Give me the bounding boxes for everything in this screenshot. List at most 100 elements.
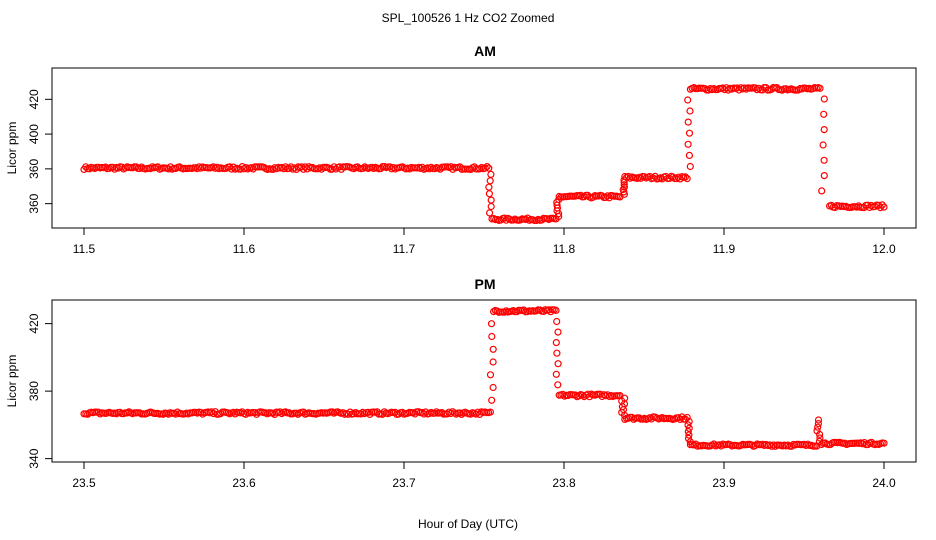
pm-data-point: [489, 383, 497, 392]
pm-data-point: [686, 438, 694, 446]
pm-data-point: [635, 414, 643, 422]
am-data-point: [681, 173, 690, 181]
am-data-point: [497, 216, 505, 224]
pm-data-point: [554, 328, 562, 336]
pm-data-point: [880, 439, 888, 447]
pm-data-points: [80, 306, 888, 450]
am-panel: AM Licor ppm 11.5 11.6 11.7 11.8 11.9 12.0 36…: [5, 43, 917, 256]
pm-data-point: [813, 427, 821, 435]
am-data-point: [684, 140, 692, 148]
pm-data-point: [815, 437, 824, 446]
pm-data-point: [575, 392, 583, 400]
pm-data-point: [229, 408, 237, 416]
pm-y-tick-label: 380: [27, 381, 41, 401]
pm-data-point: [500, 308, 508, 316]
pm-data-point: [620, 411, 629, 419]
pm-x-tick-label: 23.5: [72, 476, 96, 490]
am-data-point: [522, 215, 530, 223]
am-x-axis: 11.5 11.6 11.7 11.8 11.9 12.0: [73, 227, 896, 256]
pm-y-axis: 340 380 420: [27, 313, 53, 469]
am-data-point: [555, 195, 563, 204]
pm-data-point: [683, 413, 691, 422]
pm-x-tick-label: 23.6: [232, 476, 256, 490]
am-data-point: [485, 183, 493, 191]
pm-data-point: [552, 370, 560, 378]
am-data-point: [620, 176, 628, 184]
am-data-point: [684, 96, 692, 104]
am-data-point: [487, 202, 495, 211]
pm-x-tick-label: 24.0: [872, 476, 896, 490]
am-data-point: [620, 183, 629, 191]
pm-data-point: [545, 306, 553, 314]
pm-data-point: [684, 428, 692, 436]
pm-data-point: [685, 417, 693, 426]
am-data-point: [684, 118, 692, 126]
pm-data-point: [685, 424, 693, 432]
pm-panel-title: PM: [475, 276, 496, 292]
pm-data-point: [684, 434, 693, 442]
am-data-point: [685, 129, 694, 137]
am-x-tick-label: 11.5: [73, 242, 96, 256]
pm-data-point: [816, 434, 824, 442]
pm-data-point: [486, 408, 494, 416]
am-data-point: [820, 156, 828, 164]
pm-data-point: [684, 421, 692, 429]
am-data-point: [485, 164, 493, 172]
pm-data-point: [487, 320, 496, 328]
am-data-point: [620, 178, 628, 186]
am-data-point: [486, 177, 494, 185]
pm-data-point: [553, 349, 561, 357]
pm-data-point: [814, 420, 823, 428]
am-data-point: [502, 216, 510, 224]
am-data-point: [686, 162, 694, 171]
am-data-point: [818, 187, 826, 195]
am-x-tick-label: 11.9: [713, 242, 736, 256]
am-data-point: [820, 172, 828, 180]
am-y-tick-label: 360: [27, 193, 41, 213]
am-data-point: [820, 95, 828, 103]
pm-data-point: [554, 360, 562, 368]
am-data-point: [880, 203, 888, 211]
am-y-axis-label: Licor ppm: [5, 122, 19, 175]
am-data-point: [486, 209, 494, 217]
pm-data-point: [860, 439, 869, 447]
pm-y-axis-label: Licor ppm: [5, 355, 19, 408]
am-data-point: [683, 175, 691, 183]
pm-panel: PM Licor ppm 23.5 23.6 23.7 23.8 23.9 24.0 34…: [5, 276, 917, 490]
pm-data-point: [554, 381, 562, 389]
pm-y-tick-label: 340: [27, 448, 41, 468]
am-data-point: [487, 196, 495, 204]
pm-data-point: [685, 431, 693, 439]
am-data-points: [80, 83, 888, 225]
am-y-tick-label: 360: [27, 159, 41, 179]
am-data-point: [603, 192, 612, 200]
pm-data-point: [432, 408, 441, 416]
am-data-point: [820, 110, 828, 118]
am-x-tick-label: 11.8: [553, 242, 576, 256]
pm-data-point: [431, 409, 439, 417]
pm-data-point: [553, 317, 561, 326]
pm-data-point: [488, 396, 496, 404]
am-data-point: [686, 107, 694, 115]
am-data-point: [819, 141, 827, 149]
pm-plot-frame: [51, 299, 917, 463]
figure-suptitle: SPL_100526 1 Hz CO2 Zoomed: [382, 11, 555, 25]
am-y-axis: 360 360 400 420: [27, 89, 53, 214]
pm-data-point: [488, 332, 496, 341]
pm-data-point: [814, 423, 822, 431]
pm-x-tick-label: 23.7: [392, 476, 416, 490]
am-data-point: [816, 84, 824, 92]
pm-data-point: [646, 414, 654, 422]
pm-data-point: [681, 415, 690, 423]
pm-data-point: [814, 416, 823, 424]
am-data-point: [483, 163, 491, 171]
pm-data-point: [486, 371, 495, 379]
am-data-point: [685, 151, 694, 159]
am-data-point: [646, 172, 654, 181]
am-data-point: [620, 181, 628, 189]
am-x-tick-label: 11.6: [233, 242, 256, 256]
am-y-tick-label: 420: [27, 89, 41, 109]
pm-x-axis: 23.5 23.6 23.7 23.8 23.9 24.0: [72, 461, 896, 490]
pm-data-point: [489, 358, 497, 366]
am-x-tick-label: 11.7: [393, 242, 416, 256]
